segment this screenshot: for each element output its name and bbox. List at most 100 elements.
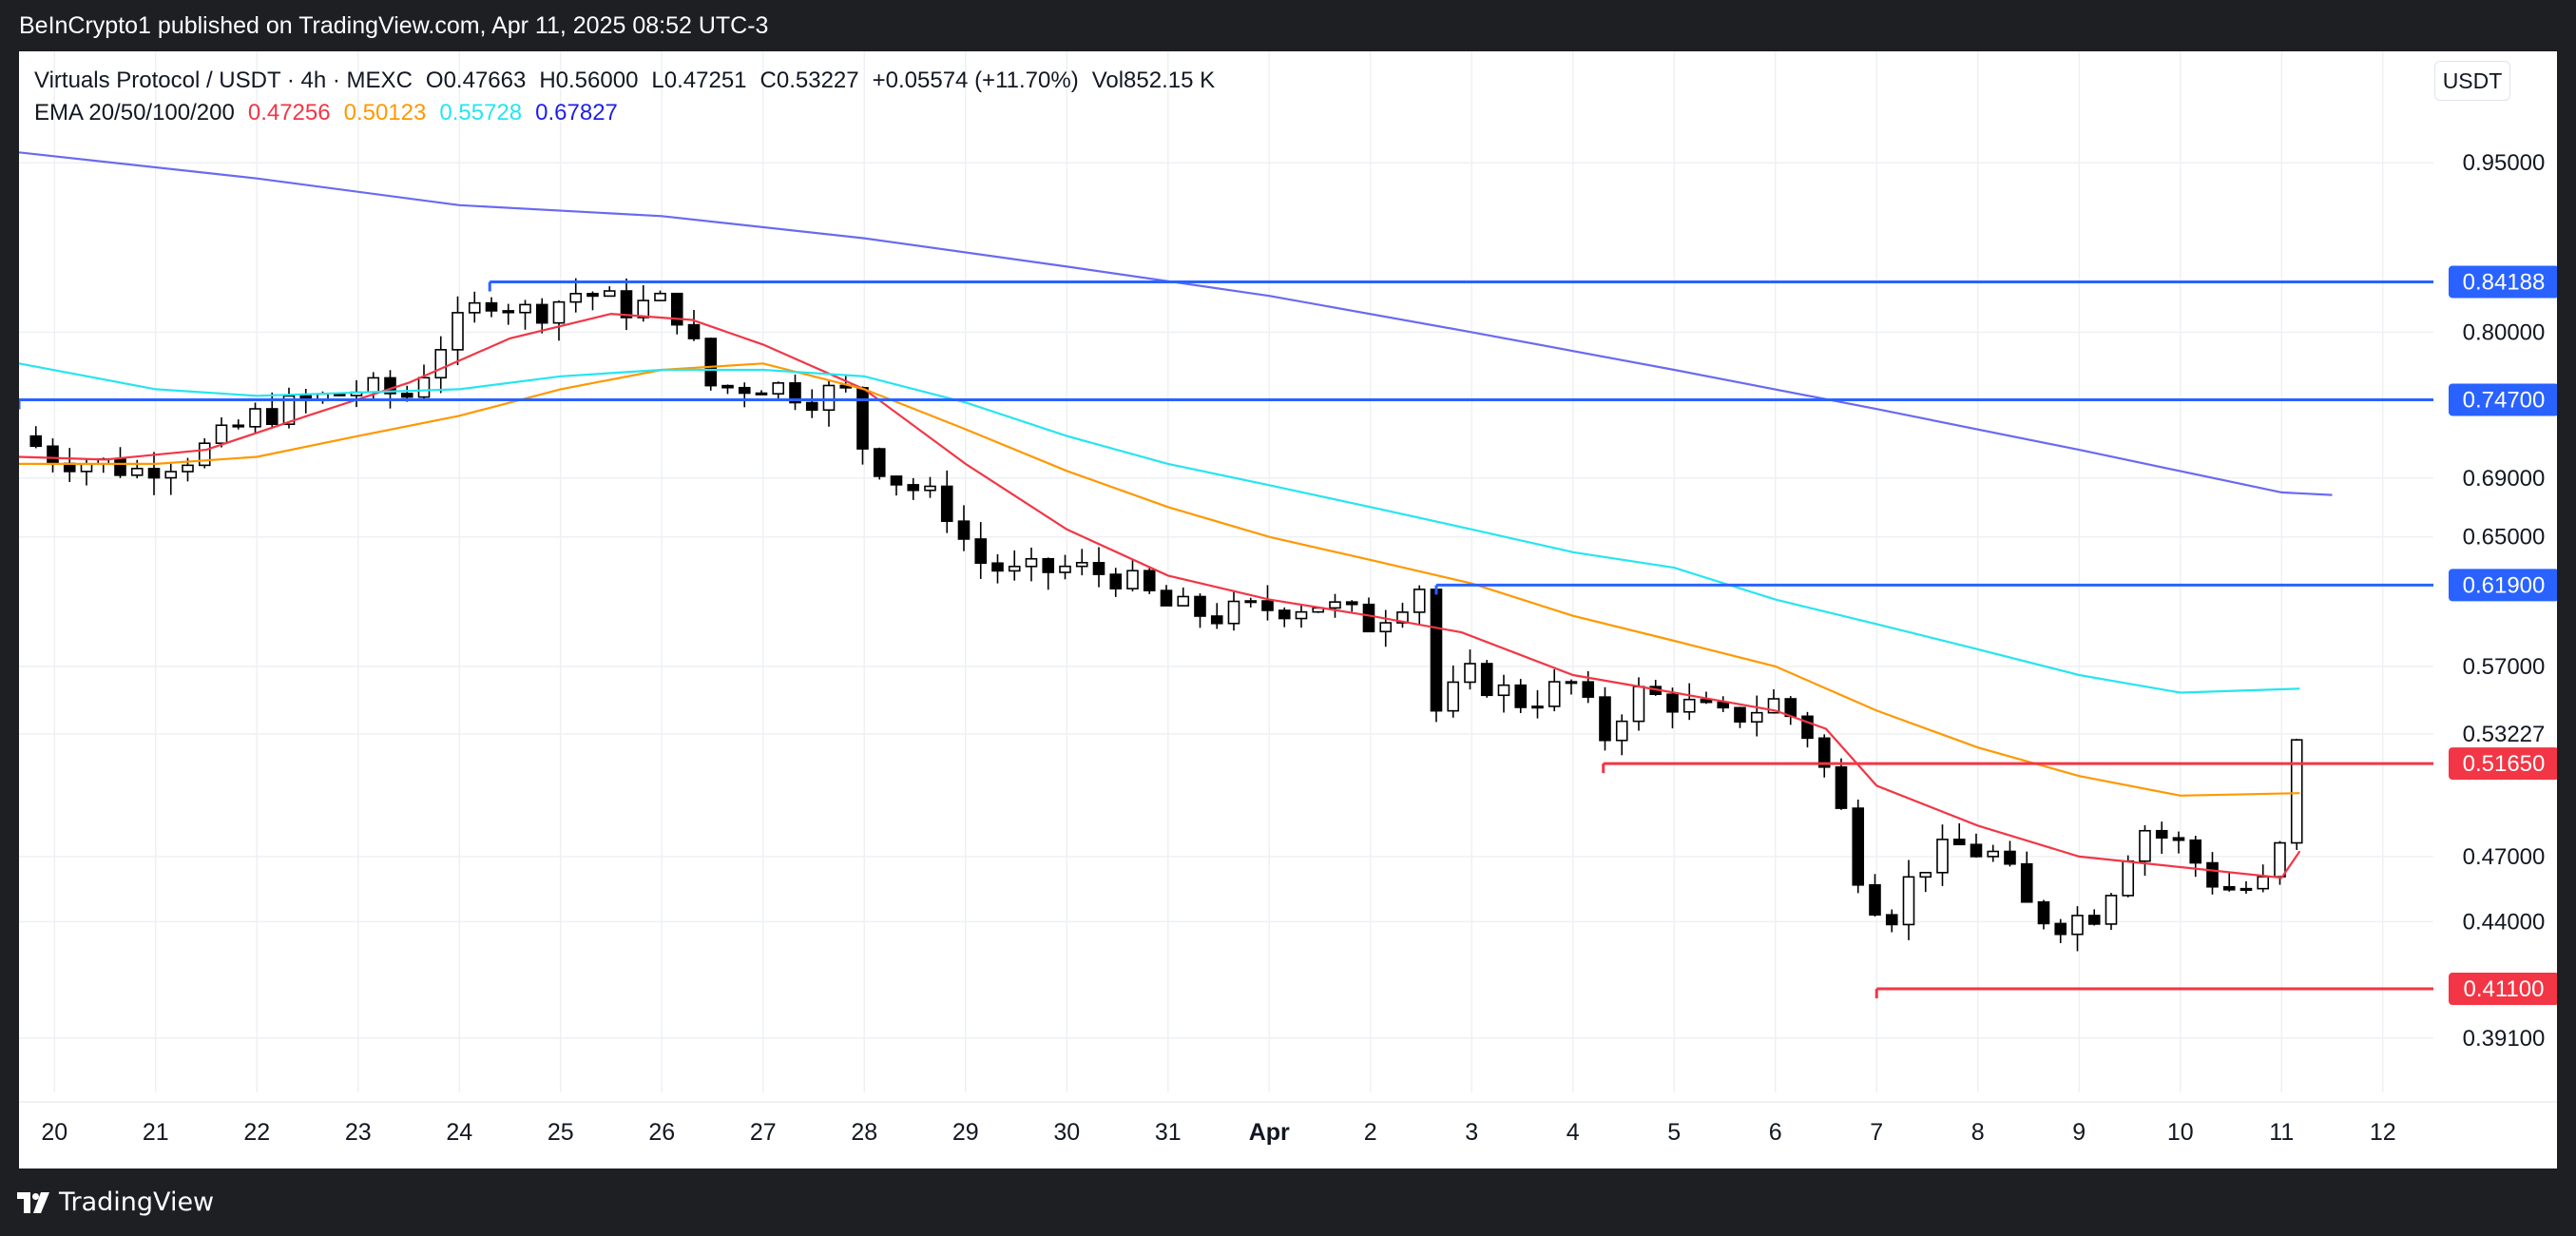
price-label-box xyxy=(2449,383,2557,416)
candle-down xyxy=(2087,915,2101,925)
candle-up xyxy=(1244,600,1258,604)
candle-down xyxy=(1835,765,1848,809)
x-tick-label: 11 xyxy=(2269,1119,2294,1146)
candle-down xyxy=(384,377,396,395)
symbol-title[interactable]: Virtuals Protocol / USDT · 4h · MEXC xyxy=(34,68,413,93)
ohlc-high: H0.56000 xyxy=(539,68,639,93)
candle-down xyxy=(1565,681,1578,685)
candle-down xyxy=(940,485,953,522)
volume: Vol852.15 K xyxy=(1091,68,1216,93)
candle-down xyxy=(1869,883,1881,917)
candle-down xyxy=(1852,807,1865,886)
x-tick-label: 30 xyxy=(1053,1119,1080,1146)
candle-up xyxy=(182,464,194,473)
candle-up xyxy=(198,442,211,467)
candle-down xyxy=(890,475,903,486)
candle-up xyxy=(1682,698,1696,713)
candle-up xyxy=(2139,829,2151,862)
ema20-value: 0.47256 xyxy=(247,100,331,126)
x-tick-label: Apr xyxy=(1249,1119,1290,1146)
candle-down xyxy=(232,424,245,428)
candle-down xyxy=(1700,698,1713,704)
candle-up xyxy=(1059,565,1071,573)
candle-down xyxy=(114,457,126,476)
candle-down xyxy=(1599,696,1611,742)
candle-down xyxy=(1261,600,1274,611)
candle-up xyxy=(2071,915,2084,936)
x-tick-label: 26 xyxy=(648,1119,675,1146)
price-label: 0.41100 xyxy=(2464,976,2545,1002)
ema-label[interactable]: EMA 20/50/100/200 xyxy=(34,100,235,126)
candle-up xyxy=(1177,595,1190,607)
ema50-value: 0.50123 xyxy=(343,100,427,126)
candle-up xyxy=(822,384,836,412)
candle-up xyxy=(1329,601,1341,609)
x-tick-label: 28 xyxy=(851,1119,877,1146)
candle-down xyxy=(1160,589,1173,607)
price-change: +0.05574 (+11.70%) xyxy=(872,68,1079,93)
candle-down xyxy=(991,562,1004,572)
y-tick-label: 0.65000 xyxy=(2463,525,2546,550)
candle-down xyxy=(687,323,701,339)
x-tick-label: 31 xyxy=(1155,1119,1182,1146)
candle-down xyxy=(535,303,548,324)
candle-up xyxy=(1936,839,1949,874)
candle-down xyxy=(1666,693,1679,713)
candle-up xyxy=(569,293,583,303)
candle-down xyxy=(2054,922,2067,936)
candle-down xyxy=(265,408,279,426)
candle-up xyxy=(1902,876,1915,926)
candle-up xyxy=(1396,611,1409,624)
x-tick-label: 24 xyxy=(446,1119,472,1146)
candle-down xyxy=(1143,570,1156,591)
tradingview-logo[interactable]: TradingView xyxy=(17,1188,214,1217)
ema-200-line xyxy=(19,151,2333,496)
candle-up xyxy=(2290,739,2303,844)
y-tick-label: 0.47000 xyxy=(2463,844,2546,870)
candle-up xyxy=(1227,600,1240,625)
candle-up xyxy=(367,377,380,394)
candle-up xyxy=(1025,557,1038,568)
candle-down xyxy=(805,401,818,412)
candle-up xyxy=(2105,895,2118,925)
x-tick-label: 9 xyxy=(2072,1119,2086,1146)
x-tick-label: 4 xyxy=(1567,1119,1580,1146)
candle-down xyxy=(856,387,869,450)
candle-down xyxy=(2020,862,2033,903)
candle-up xyxy=(1464,663,1476,684)
x-tick-label: 6 xyxy=(1769,1119,1782,1146)
candle-down xyxy=(974,538,988,565)
candle-down xyxy=(907,484,920,492)
candle-up xyxy=(1531,705,1544,709)
y-tick-label: 0.44000 xyxy=(2463,909,2546,935)
candle-up xyxy=(417,377,431,398)
candle-down xyxy=(400,393,413,398)
candle-down xyxy=(1362,603,1375,633)
candle-down xyxy=(1717,701,1730,709)
candle-down xyxy=(1430,589,1443,712)
candle-down xyxy=(502,310,515,314)
candle-down xyxy=(1784,698,1797,718)
candle-up xyxy=(603,290,616,298)
candle-up xyxy=(1075,562,1088,568)
publish-info: BeInCrypto1 published on TradingView.com… xyxy=(19,12,769,39)
candle-up xyxy=(654,292,666,301)
x-tick-label: 12 xyxy=(2370,1119,2396,1146)
currency-unit-button[interactable]: USDT xyxy=(2434,61,2510,101)
price-chart[interactable]: 0.95000 0.80000 0.69000 0.65000 0.57000 0.532… xyxy=(19,51,2557,1168)
ema-100-line xyxy=(19,362,2300,694)
candle-up xyxy=(1632,686,1645,723)
candle-down xyxy=(1801,715,1814,740)
candle-up xyxy=(552,300,566,324)
candle-down xyxy=(1092,562,1105,575)
x-tick-label: 8 xyxy=(1971,1119,1985,1146)
ema-50-line xyxy=(19,362,2300,797)
chart-panel[interactable]: 0.95000 0.80000 0.69000 0.65000 0.57000 0.532… xyxy=(19,51,2557,1168)
candle-up xyxy=(2122,859,2135,897)
x-tick-label: 2 xyxy=(1364,1119,1377,1146)
candle-down xyxy=(755,392,768,396)
candle-up xyxy=(1919,871,1932,879)
candle-up xyxy=(468,301,481,314)
y-tick-label: 0.53227 xyxy=(2463,722,2546,747)
candle-down xyxy=(704,338,718,387)
